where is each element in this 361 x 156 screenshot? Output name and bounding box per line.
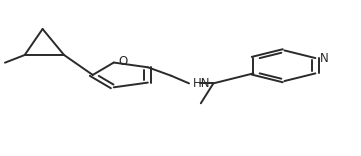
Text: N: N: [320, 52, 329, 65]
Text: HN: HN: [193, 77, 210, 90]
Text: O: O: [118, 55, 127, 68]
